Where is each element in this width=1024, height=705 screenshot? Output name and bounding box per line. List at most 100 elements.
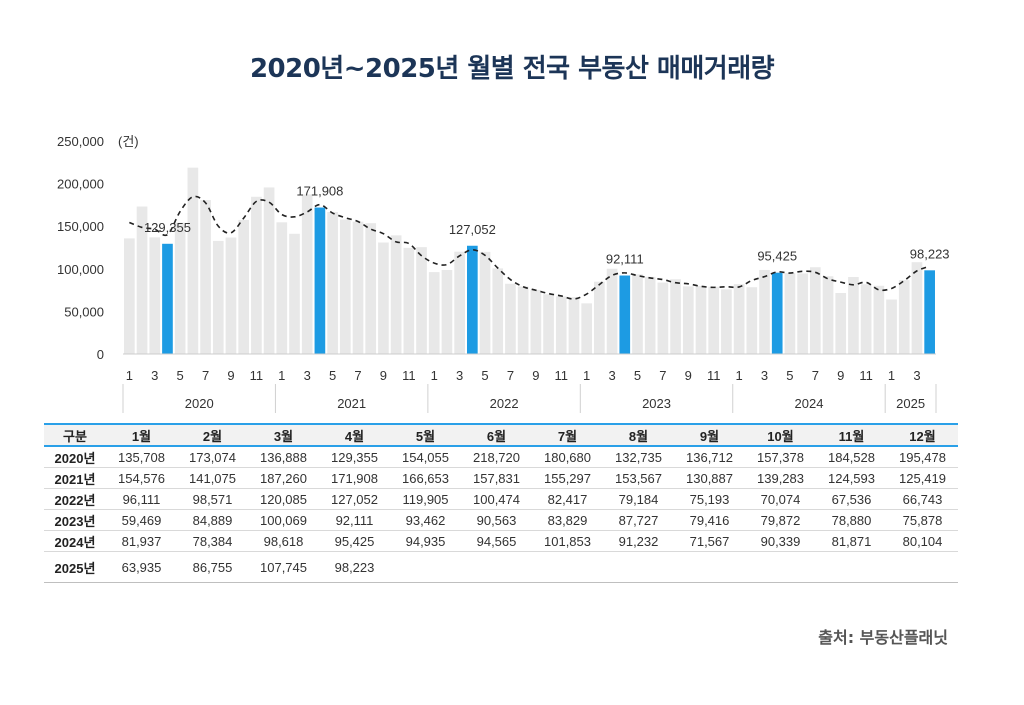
bar [695, 285, 707, 354]
bar [848, 277, 859, 354]
table-row: 2025년 63,935 86,755 107,745 98,223 [44, 551, 958, 583]
data-table: 구분 1월 2월 3월 4월 5월 6월 7월 8월 9월 10월 11월 12월 2020년 135,7… [44, 423, 958, 583]
bar [632, 274, 643, 354]
x-tick-label: 11 [555, 368, 569, 383]
table-value-cell: 136,888 [248, 446, 319, 468]
x-axis: 1 3 5 7 9 11 1 3 5 7 9 11 1 3 5 7 9 11 1 3 5 7 9 11 1 3 5 7 9 11 1 3202… [122, 353, 937, 413]
unit-label: (건) [118, 134, 139, 149]
table-value-cell: 90,339 [745, 530, 816, 552]
table-value-cell: 184,528 [816, 446, 887, 468]
year-label: 2023 [642, 396, 671, 411]
table-value-cell: 157,378 [745, 446, 816, 468]
table-value-cell: 166,653 [390, 467, 461, 489]
x-tick-label: 5 [329, 368, 336, 383]
bar [886, 299, 897, 354]
table-value-cell: 80,104 [887, 530, 958, 552]
table-value-cell: 94,935 [390, 530, 461, 552]
table-header-row: 구분 1월 2월 3월 4월 5월 6월 7월 8월 9월 10월 11월 12월 [44, 424, 958, 446]
source-note: 출처: 부동산플래닛 [818, 628, 948, 647]
table-value-cell [745, 551, 816, 583]
table-value-cell: 173,074 [177, 446, 248, 468]
table-value-cell: 125,419 [887, 467, 958, 489]
bar [454, 251, 465, 354]
table-header-cell: 1월 [131, 428, 152, 444]
y-tick-label: 0 [97, 347, 104, 362]
x-tick-label: 7 [354, 368, 361, 383]
bar [657, 282, 669, 354]
table-year-cell: 2021년 [44, 467, 106, 489]
table-value-cell: 78,880 [816, 509, 887, 531]
x-tick-label: 9 [227, 368, 234, 383]
table-value-cell: 79,416 [674, 509, 745, 531]
highlight-bar [619, 275, 631, 354]
bar [759, 269, 770, 354]
table-header-cell: 구분 [63, 428, 87, 444]
table-value-cell: 119,905 [390, 488, 461, 510]
bar [187, 167, 199, 354]
highlight-value-label: 171,908 [296, 184, 343, 199]
x-tick-label: 7 [507, 368, 514, 383]
table-year-cell: 2022년 [44, 488, 106, 510]
bar [898, 280, 910, 354]
bar [581, 303, 592, 354]
x-tick-label: 11 [859, 368, 873, 383]
x-tick-label: 3 [456, 368, 463, 383]
table-value-cell: 96,111 [106, 488, 177, 510]
highlight-value-label: 98,223 [910, 246, 950, 261]
year-label: 2025 [896, 396, 925, 411]
table-row: 2021년 154,576 141,075 187,260 171,908 166,653… [44, 467, 958, 489]
bar [149, 237, 161, 354]
table-row: 2024년 81,937 78,384 98,618 95,425 94,935 94,56… [44, 530, 958, 552]
y-tick-label: 200,000 [57, 177, 104, 192]
y-axis: 0 50,000 100,000 150,000 200,000 250,000 [57, 134, 104, 362]
table-value-cell: 132,735 [603, 446, 674, 468]
table-value-cell: 67,536 [816, 488, 887, 510]
highlight-labels: 129,355 171,908 127,052 92,111 95,425 98,223 [144, 184, 950, 267]
table-value-cell: 130,887 [674, 467, 745, 489]
highlight-value-label: 92,111 [606, 252, 644, 267]
x-tick-label: 7 [659, 368, 666, 383]
bar [212, 240, 224, 354]
bar [721, 289, 732, 354]
y-tick-label: 50,000 [64, 304, 104, 319]
x-tick-label: 5 [634, 368, 641, 383]
table-value-cell: 139,283 [745, 467, 816, 489]
table-value-cell: 195,478 [887, 446, 958, 468]
bar [568, 297, 580, 354]
bar [124, 238, 135, 354]
x-tick-label: 7 [812, 368, 819, 383]
bar [746, 287, 758, 354]
x-tick-label: 5 [481, 368, 488, 383]
bar [797, 273, 808, 354]
table-value-cell: 180,680 [532, 446, 603, 468]
x-tick-label: 1 [126, 368, 133, 383]
bar [378, 242, 389, 354]
x-tick-label: 3 [151, 368, 158, 383]
bar [670, 279, 681, 354]
table-value-cell [390, 551, 461, 583]
x-tick-label: 3 [761, 368, 768, 383]
x-tick-label: 1 [431, 368, 438, 383]
bar [505, 283, 516, 354]
table-value-cell: 87,727 [603, 509, 674, 531]
table-row: 2023년 59,469 84,889 100,069 92,111 93,462 90,5… [44, 509, 958, 531]
bar [708, 286, 720, 354]
table-value-cell: 90,563 [461, 509, 532, 531]
x-tick-label: 9 [685, 368, 692, 383]
bar [441, 270, 453, 354]
table-value-cell: 86,755 [177, 551, 248, 583]
table-value-cell: 93,462 [390, 509, 461, 531]
x-tick-label: 1 [735, 368, 742, 383]
table-value-cell: 218,720 [461, 446, 532, 468]
table-header-cell: 9월 [699, 428, 720, 444]
table-value-cell: 59,469 [106, 509, 177, 531]
table-value-cell [816, 551, 887, 583]
table-row: 2022년 96,111 98,571 120,085 127,052 119,905 10… [44, 488, 958, 510]
bar [606, 268, 618, 354]
x-tick-label: 3 [913, 368, 920, 383]
x-tick-label: 1 [888, 368, 895, 383]
bar [530, 289, 542, 354]
bar [352, 221, 364, 354]
table-value-cell: 78,384 [177, 530, 248, 552]
bar [492, 268, 504, 354]
